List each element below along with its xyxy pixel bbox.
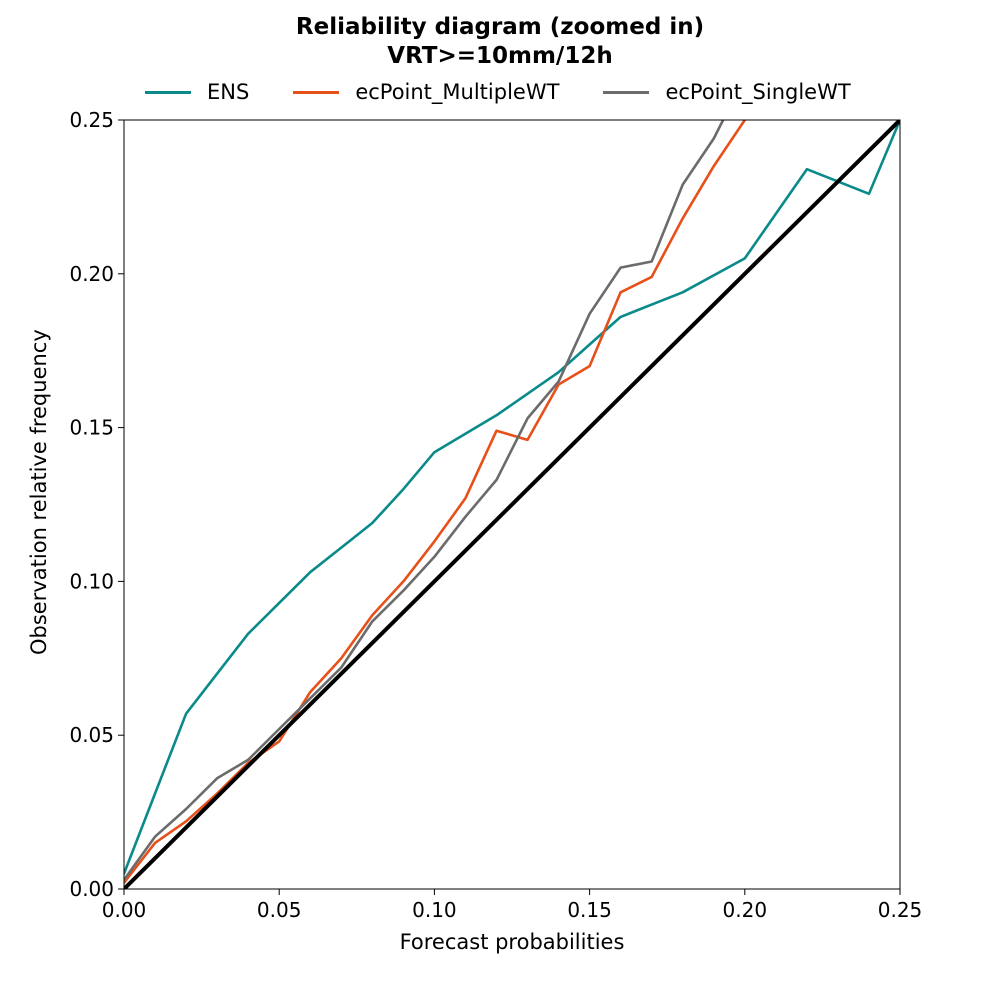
x-axis-ticks: 0.00 0.05 0.10 0.15 0.20 0.25 (102, 889, 923, 922)
x-tick-label: 0.05 (257, 898, 302, 922)
series-layer (124, 120, 900, 885)
y-tick-label: 0.20 (69, 262, 114, 286)
x-tick-label: 0.20 (723, 898, 768, 922)
series-line-2 (124, 120, 725, 882)
chart-title-line1: Reliability diagram (zoomed in) (295, 14, 705, 40)
x-tick-label: 0.10 (412, 898, 457, 922)
series-line-0 (124, 120, 900, 875)
legend-swatch (293, 90, 340, 94)
diagonal-layer (124, 120, 900, 889)
legend-item-0: ENS (145, 80, 249, 104)
legend-item-2: ecPoint_SingleWT (603, 80, 851, 104)
legend-label: ecPoint_MultipleWT (355, 80, 560, 104)
y-tick-label: 0.15 (69, 416, 114, 440)
y-tick-label: 0.10 (69, 569, 114, 593)
x-axis-label: Forecast probabilities (399, 930, 625, 954)
y-tick-label: 0.00 (69, 877, 114, 901)
diagonal-line (124, 120, 900, 889)
x-tick-label: 0.00 (102, 898, 147, 922)
legend-item-1: ecPoint_MultipleWT (293, 80, 559, 104)
series-line-1 (124, 120, 747, 885)
y-axis-ticks: 0.00 0.05 0.10 0.15 0.20 0.25 (69, 108, 124, 901)
legend-swatch (145, 90, 191, 94)
y-axis-label: Observation relative frequency (27, 329, 51, 655)
plot-frame (123, 119, 901, 890)
legend-label: ecPoint_SingleWT (665, 80, 851, 104)
legend: ENS ecPoint_MultipleWT ecPoint_SingleWT (145, 80, 895, 104)
y-tick-label: 0.25 (69, 108, 114, 132)
x-tick-label: 0.15 (567, 898, 612, 922)
x-tick-label: 0.25 (878, 898, 923, 922)
legend-label: ENS (207, 80, 250, 104)
legend-swatch (603, 90, 650, 94)
chart-title-line2: VRT>=10mm/12h (387, 43, 613, 69)
y-tick-label: 0.05 (69, 723, 114, 747)
